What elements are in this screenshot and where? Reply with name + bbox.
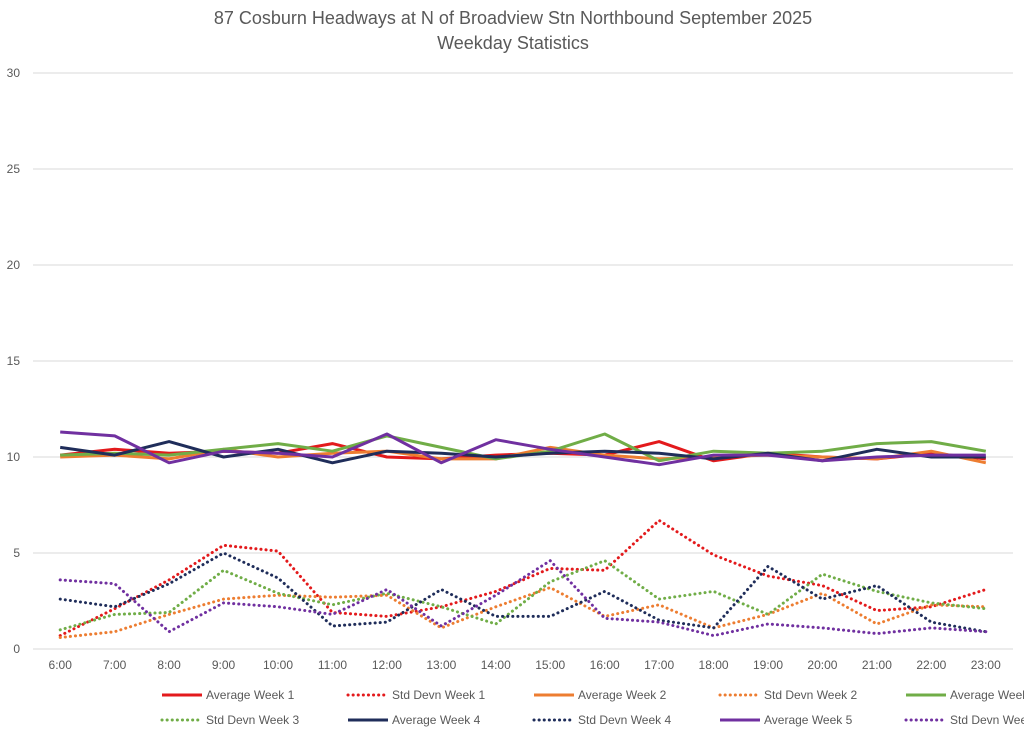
legend-label: Average Week 1 — [206, 688, 295, 702]
series-line-std-devn-week-1 — [58, 518, 988, 638]
x-tick-label: 19:00 — [753, 658, 783, 672]
legend-label: Std Devn Week 5 — [950, 713, 1024, 727]
grid-lines — [33, 72, 1013, 650]
legend-item: Std Devn Week 2 — [718, 688, 857, 702]
legend-label: Std Devn Week 2 — [764, 688, 857, 702]
legend: Average Week 1 Std Devn Week 1 Average Wee… — [160, 688, 1024, 727]
legend-item: Std Devn Week 5 — [904, 713, 1024, 727]
x-tick-label: 6:00 — [49, 658, 73, 672]
legend-label: Average Week 5 — [764, 713, 853, 727]
y-tick-label: 20 — [7, 258, 21, 272]
x-tick-label: 8:00 — [157, 658, 181, 672]
x-tick-label: 12:00 — [372, 658, 402, 672]
series-line-std-devn-week-3 — [58, 559, 988, 632]
y-axis-ticks: 0 5 10 15 20 25 30 — [7, 66, 21, 656]
x-tick-label: 7:00 — [103, 658, 127, 672]
legend-label: Std Devn Week 3 — [206, 713, 299, 727]
y-tick-label: 15 — [7, 354, 21, 368]
y-tick-label: 5 — [13, 546, 20, 560]
x-tick-label: 21:00 — [862, 658, 892, 672]
x-axis-ticks: 6:00 7:00 8:00 9:00 10:00 11:00 12:00 13:00 14:0… — [49, 658, 1002, 672]
chart-subtitle: Weekday Statistics — [437, 33, 589, 53]
legend-label: Average Week 2 — [578, 688, 667, 702]
series-line-std-devn-week-4 — [58, 551, 988, 634]
chart-title: 87 Cosburn Headways at N of Broadview St… — [214, 8, 812, 28]
x-tick-label: 17:00 — [644, 658, 674, 672]
legend-label: Std Devn Week 4 — [578, 713, 671, 727]
legend-item: Average Week 4 — [348, 713, 481, 727]
x-tick-label: 22:00 — [916, 658, 946, 672]
y-tick-label: 25 — [7, 162, 21, 176]
y-tick-label: 30 — [7, 66, 21, 80]
legend-label: Std Devn Week 1 — [392, 688, 485, 702]
x-tick-label: 14:00 — [481, 658, 511, 672]
legend-item: Average Week 3 — [906, 688, 1024, 702]
legend-label: Average Week 3 — [950, 688, 1024, 702]
series-line-std-devn-week-2 — [58, 586, 988, 639]
x-tick-label: 13:00 — [426, 658, 456, 672]
series-line-average-week-5 — [60, 430, 986, 467]
legend-item: Std Devn Week 4 — [532, 713, 671, 727]
x-tick-label: 10:00 — [263, 658, 293, 672]
y-tick-label: 10 — [7, 450, 21, 464]
legend-label: Average Week 4 — [392, 713, 481, 727]
legend-item: Std Devn Week 3 — [160, 713, 299, 727]
x-tick-label: 15:00 — [535, 658, 565, 672]
x-tick-label: 11:00 — [318, 658, 347, 672]
x-tick-label: 23:00 — [971, 658, 1001, 672]
legend-item: Std Devn Week 1 — [346, 688, 485, 702]
legend-item: Average Week 5 — [720, 713, 853, 727]
x-tick-label: 20:00 — [807, 658, 837, 672]
x-tick-label: 18:00 — [699, 658, 729, 672]
legend-item: Average Week 2 — [534, 688, 667, 702]
series-lines — [58, 430, 988, 639]
x-tick-label: 9:00 — [212, 658, 236, 672]
legend-item: Average Week 1 — [162, 688, 295, 702]
x-tick-label: 16:00 — [590, 658, 620, 672]
series-line-std-devn-week-5 — [58, 559, 988, 638]
y-tick-label: 0 — [13, 642, 20, 656]
